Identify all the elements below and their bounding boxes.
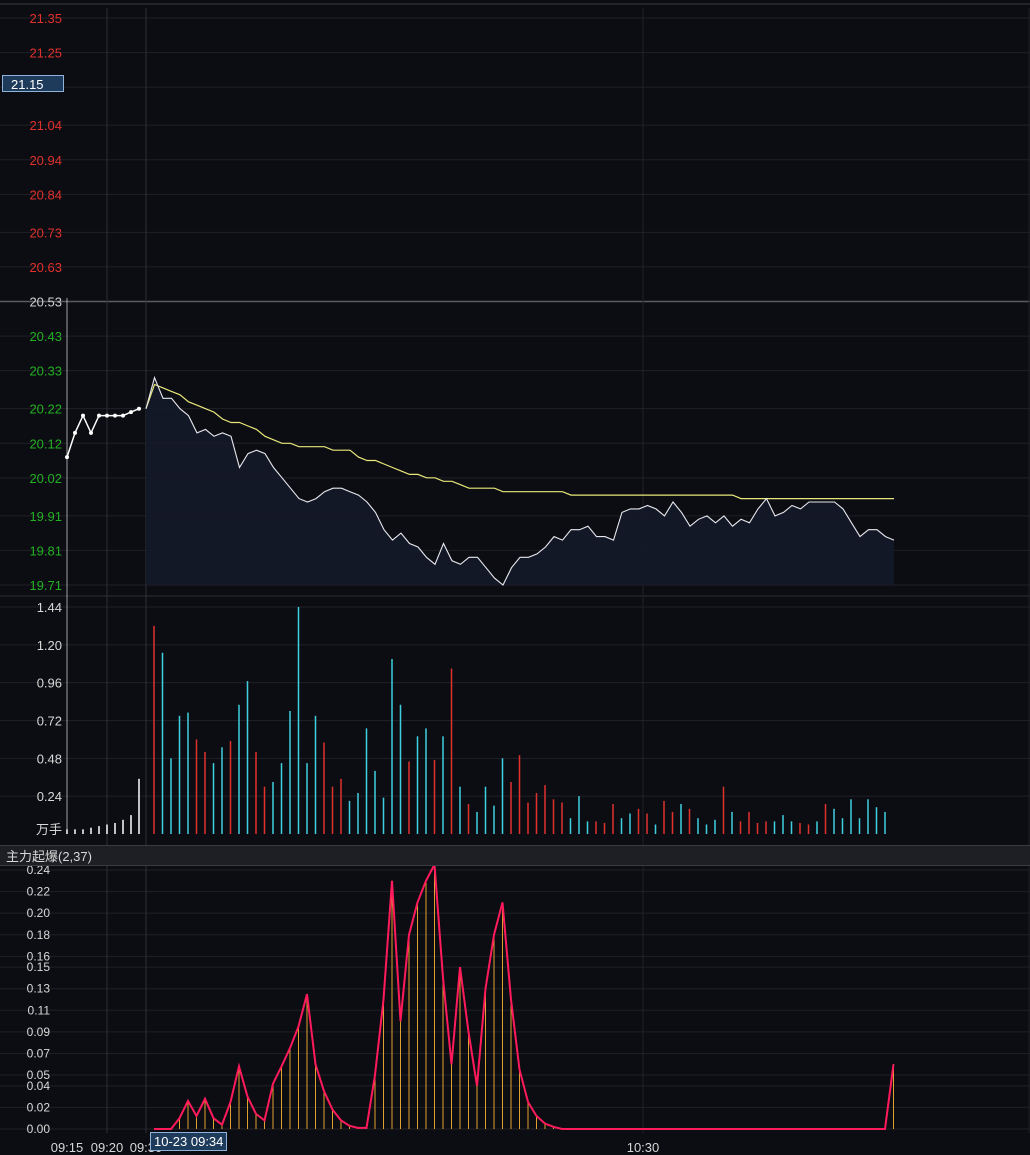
price-panel — [65, 375, 895, 586]
indicator-tick-label: 0.16 — [27, 949, 51, 963]
price-tick-label: 20.73 — [29, 225, 62, 240]
time-axis-label: 09:15 — [51, 1140, 84, 1155]
price-tick-label: 20.84 — [29, 187, 62, 202]
price-tick-label: 20.94 — [29, 153, 62, 168]
price-tick-label: 19.91 — [29, 509, 62, 524]
price-tick-label: 21.25 — [29, 46, 62, 61]
indicator-tick-label: 0.04 — [27, 1079, 51, 1093]
time-axis-label: 10:30 — [627, 1140, 660, 1155]
indicator-tick-label: 0.07 — [27, 1046, 51, 1060]
price-tick-label: 21.04 — [29, 118, 62, 133]
indicator-tick-label: 0.13 — [27, 982, 51, 996]
price-tick-label: 20.12 — [29, 436, 62, 451]
premarket-price-point — [89, 430, 93, 435]
price-area-fill — [146, 377, 894, 585]
indicator-title: 主力起爆(2,37) — [0, 845, 1030, 866]
premarket-price-point — [137, 406, 141, 411]
price-tick-label: 20.02 — [29, 471, 62, 486]
premarket-price-point — [81, 413, 85, 418]
axis-labels: 21.35 21.25 21.04 20.94 20.84 20.73 20.63 20.53… — [27, 11, 660, 1155]
price-tick-label: 19.81 — [29, 543, 62, 558]
indicator-tick-label: 0.09 — [27, 1025, 51, 1039]
volume-tick-label: 0.48 — [37, 751, 62, 766]
price-tick-label: 19.71 — [29, 578, 62, 593]
premarket-price-line — [66, 408, 140, 458]
premarket-price-point — [105, 413, 109, 418]
indicator-tick-label: 0.18 — [27, 928, 51, 942]
indicator-tick-label: 0.15 — [27, 960, 51, 974]
volume-unit-label: 万手 — [36, 822, 62, 837]
indicator-panel — [154, 861, 895, 1130]
indicator-line — [154, 861, 895, 1130]
price-tick-label: 21.35 — [29, 11, 62, 26]
premarket-price-point — [65, 455, 69, 460]
indicator-tick-label: 0.00 — [27, 1122, 51, 1136]
premarket-price-point — [113, 413, 117, 418]
price-tick-label: 20.33 — [29, 364, 62, 379]
cursor-price-badge: 21.15 — [2, 75, 64, 92]
indicator-tick-label: 0.05 — [27, 1068, 51, 1082]
indicator-tick-label: 0.11 — [28, 1003, 51, 1017]
premarket-price-point — [97, 413, 101, 418]
average-price-line — [145, 383, 894, 500]
volume-tick-label: 1.44 — [37, 600, 62, 615]
volume-tick-label: 1.20 — [37, 638, 62, 653]
volume-panel — [66, 607, 886, 834]
price-tick-label: 20.22 — [29, 402, 62, 417]
indicator-tick-label: 0.22 — [27, 885, 51, 899]
indicator-tick-label: 0.24 — [27, 863, 51, 877]
volume-tick-label: 0.72 — [37, 714, 62, 729]
premarket-price-point — [121, 413, 125, 418]
indicator-tick-label: 0.20 — [27, 906, 51, 920]
volume-tick-label: 0.24 — [37, 789, 62, 804]
indicator-tick-label: 0.02 — [27, 1100, 51, 1114]
premarket-price-point — [73, 430, 77, 435]
cursor-time-badge: 10-23 09:34 — [150, 1132, 228, 1151]
price-line — [145, 375, 895, 586]
price-tick-label: 20.53 — [29, 295, 62, 310]
volume-tick-label: 0.96 — [37, 676, 62, 691]
time-axis-label: 09:20 — [91, 1140, 124, 1155]
price-tick-label: 20.63 — [29, 260, 62, 275]
price-tick-label: 20.43 — [29, 329, 62, 344]
premarket-price-point — [129, 410, 133, 415]
